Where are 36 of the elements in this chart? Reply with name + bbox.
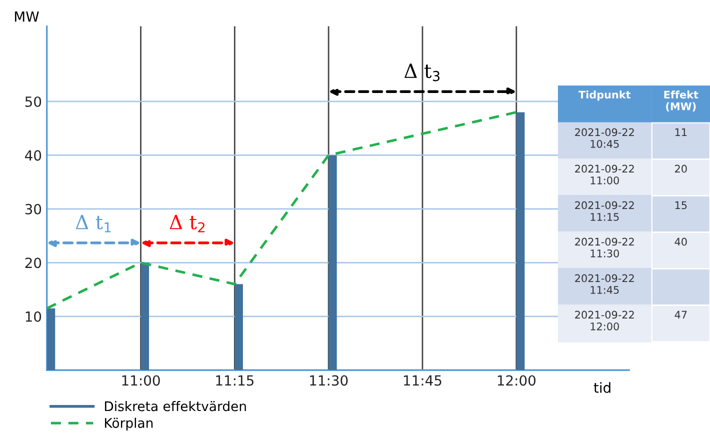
bar (328, 155, 337, 370)
y-tick-label: 30 (25, 204, 42, 214)
x-tick-label: 11:30 (310, 375, 348, 386)
y-tick-label: 2021-09-22 12:00 (575, 310, 634, 330)
y-tick-label: 40 (25, 150, 42, 161)
x-tick-label: 11:45 (404, 375, 442, 386)
bar (234, 284, 243, 370)
y-tick-label: 2021-09-22 11:15 (575, 201, 634, 221)
x-tick-label: 12:00 (498, 375, 536, 386)
data-label: 47 (674, 310, 687, 319)
x-tick-label: 11:00 (122, 375, 160, 386)
legend-label: Diskreta effektvärden (104, 401, 246, 412)
annotation: Δ t$_{3}$ (404, 64, 440, 82)
line-series (46, 110, 518, 310)
y-axis-title: MW (14, 12, 39, 22)
y-tick-label: 2021-09-22 11:30 (575, 238, 634, 258)
y-tick-label: 2021-09-22 11:45 (575, 274, 634, 294)
annotation: Δ t$_{1}$ (76, 214, 111, 232)
data-label: 20 (675, 164, 687, 173)
annotation: Δ t$_{2}$ (170, 214, 204, 232)
y-tick-label: 10 (26, 311, 42, 322)
y-tick-label: 20 (25, 258, 42, 268)
y-tick-label: 50 (25, 96, 42, 107)
legend-label: Körplan (104, 418, 153, 431)
bar (140, 262, 150, 370)
bar (516, 112, 525, 370)
y-tick-label: 2021-09-22 10:45 (575, 128, 634, 148)
y-tick-label: 2021-09-22 11:00 (575, 164, 634, 184)
x-tick-label: Effekt (MW) (664, 90, 698, 112)
x-tick-label: 11:15 (216, 375, 254, 386)
data-label: 15 (675, 201, 687, 210)
data-label: 40 (674, 238, 687, 246)
bar (46, 308, 56, 370)
x-axis-title: tid (594, 382, 610, 393)
data-label: 11 (675, 128, 687, 136)
y-axis-title: Tidpunkt (578, 90, 631, 101)
